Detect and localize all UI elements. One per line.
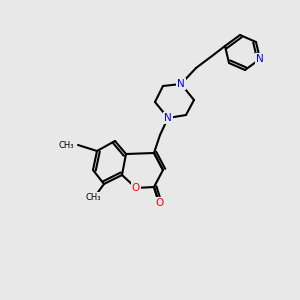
Text: O: O <box>132 183 140 193</box>
Text: N: N <box>164 113 172 123</box>
Text: N: N <box>256 54 264 64</box>
Text: O: O <box>155 198 163 208</box>
Text: CH₃: CH₃ <box>58 140 74 149</box>
Text: N: N <box>177 79 185 89</box>
Text: CH₃: CH₃ <box>85 193 101 202</box>
